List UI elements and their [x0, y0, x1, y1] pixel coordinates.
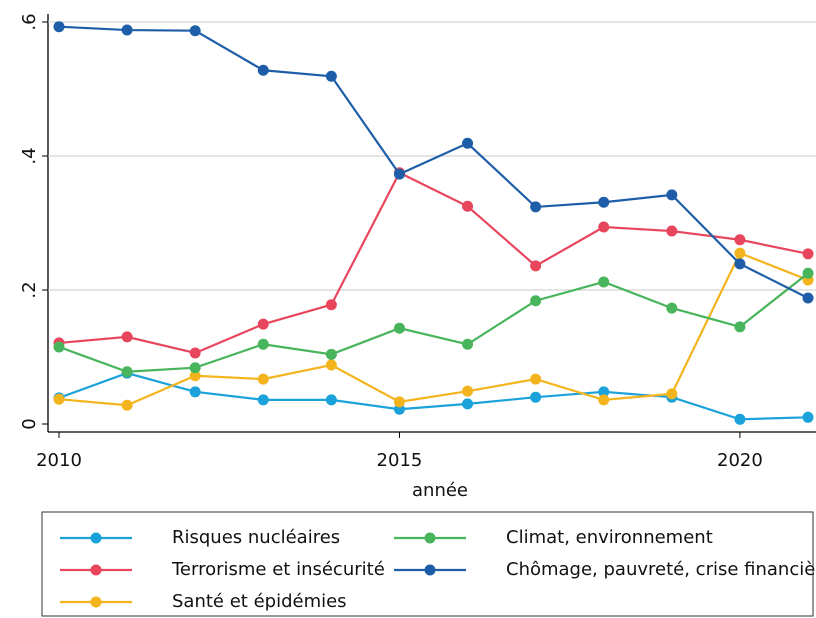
data-point — [462, 338, 474, 350]
data-point — [53, 341, 65, 353]
data-point — [393, 168, 405, 180]
legend-marker — [90, 532, 102, 544]
data-point — [802, 248, 814, 260]
data-point — [121, 366, 133, 378]
data-point — [53, 393, 65, 405]
data-point — [666, 388, 678, 400]
data-point — [666, 302, 678, 314]
data-point — [734, 247, 746, 259]
data-point — [530, 201, 542, 213]
data-point — [598, 386, 610, 398]
legend-label: Santé et épidémies — [172, 591, 347, 612]
data-point — [666, 225, 678, 237]
data-point — [598, 196, 610, 208]
legend-marker — [90, 596, 102, 608]
y-tick-label: 0 — [19, 418, 40, 429]
data-point — [462, 398, 474, 410]
data-point — [802, 292, 814, 304]
legend-marker — [424, 532, 436, 544]
y-tick-label: .6 — [19, 13, 40, 30]
data-point — [325, 394, 337, 406]
data-point — [121, 331, 133, 343]
series-line — [58, 171, 809, 355]
data-point — [189, 386, 201, 398]
data-point — [462, 385, 474, 397]
x-tick-label: 2020 — [717, 450, 763, 471]
data-point — [530, 373, 542, 385]
data-point — [325, 70, 337, 82]
x-axis-label: année — [412, 480, 468, 501]
series-line — [58, 371, 809, 421]
series-line — [58, 251, 809, 407]
data-point — [598, 394, 610, 406]
series-line — [58, 25, 809, 300]
data-point — [393, 322, 405, 334]
data-point — [666, 189, 678, 201]
data-point — [393, 396, 405, 408]
data-point — [802, 411, 814, 423]
x-tick-label: 2010 — [36, 450, 82, 471]
legend-marker — [424, 564, 436, 576]
data-point — [325, 299, 337, 311]
y-tick-label: .2 — [19, 281, 40, 298]
data-point — [121, 399, 133, 411]
data-point — [734, 321, 746, 333]
data-point — [462, 200, 474, 212]
legend-label: Climat, environnement — [506, 527, 713, 548]
data-point — [598, 276, 610, 288]
data-point — [325, 359, 337, 371]
data-point — [734, 234, 746, 246]
legend-marker — [90, 564, 102, 576]
data-point — [802, 267, 814, 279]
legend-box — [41, 511, 814, 617]
data-point — [121, 24, 133, 36]
series-line — [58, 272, 809, 373]
legend-label: Risques nucléaires — [172, 527, 340, 548]
data-point — [462, 137, 474, 149]
x-tick-label: 2015 — [377, 450, 423, 471]
data-point — [530, 295, 542, 307]
data-point — [734, 258, 746, 270]
data-point — [530, 391, 542, 403]
data-point — [257, 394, 269, 406]
data-point — [734, 413, 746, 425]
data-point — [189, 25, 201, 37]
legend-label: Chômage, pauvreté, crise financière — [506, 559, 816, 580]
data-point — [53, 21, 65, 33]
data-point — [325, 348, 337, 360]
data-point — [257, 64, 269, 76]
legend-label: Terrorisme et insécurité — [171, 559, 385, 580]
data-point — [530, 260, 542, 272]
data-point — [189, 362, 201, 374]
data-point — [189, 370, 201, 382]
data-point — [189, 347, 201, 359]
y-tick-label: .4 — [19, 147, 40, 164]
data-point — [257, 318, 269, 330]
data-point — [257, 373, 269, 385]
data-point — [598, 221, 610, 233]
data-point — [257, 338, 269, 350]
